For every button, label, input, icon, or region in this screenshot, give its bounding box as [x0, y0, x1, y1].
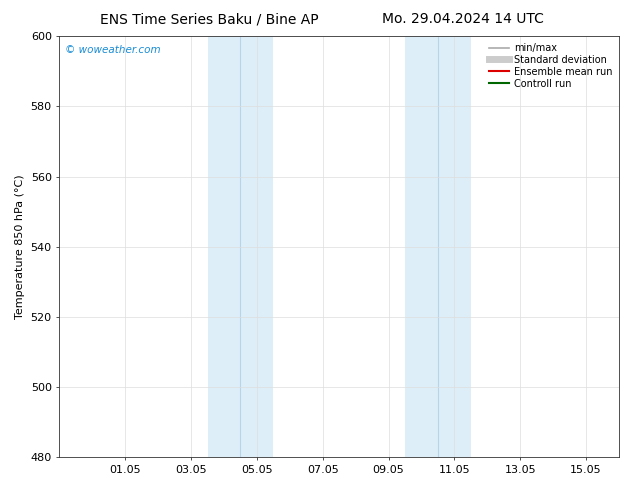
Legend: min/max, Standard deviation, Ensemble mean run, Controll run: min/max, Standard deviation, Ensemble me…	[488, 41, 614, 91]
Text: ENS Time Series Baku / Bine AP: ENS Time Series Baku / Bine AP	[100, 12, 318, 26]
Bar	[405, 36, 471, 457]
Text: © woweather.com: © woweather.com	[65, 45, 160, 54]
Text: Mo. 29.04.2024 14 UTC: Mo. 29.04.2024 14 UTC	[382, 12, 544, 26]
Bar	[207, 36, 273, 457]
Y-axis label: Temperature 850 hPa (°C): Temperature 850 hPa (°C)	[15, 174, 25, 319]
